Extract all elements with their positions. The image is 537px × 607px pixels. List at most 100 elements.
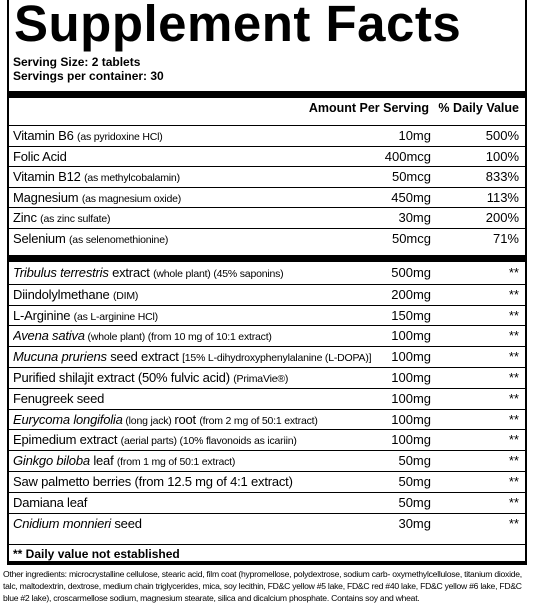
- name-part: Cnidium monnieri: [13, 515, 111, 531]
- name-part: Magnesium: [13, 189, 82, 205]
- name-part: Selenium: [13, 230, 70, 246]
- name-part: root: [174, 411, 200, 427]
- nutrient-row: Diindolylmethane (DIM) 200mg **: [9, 283, 525, 306]
- amount: 30mg: [398, 210, 431, 225]
- nutrient-name: Fenugreek seed: [13, 389, 405, 409]
- name-part: (whole plant) (from 10 mg of 10:1 extrac…: [84, 331, 272, 344]
- amount: 450mg: [391, 189, 431, 205]
- amount: 100mg: [391, 370, 431, 385]
- nutrient-row: Folic Acid 400mcg 100%: [9, 145, 525, 167]
- amount: 200mg: [391, 286, 431, 302]
- nutrient-row: Magnesium (as magnesium oxide) 450mg 113%: [9, 186, 525, 209]
- name-part: Zinc: [13, 210, 41, 225]
- name-part: (from 2 mg of 50:1 extract): [199, 414, 318, 427]
- amount: 30mg: [398, 515, 431, 531]
- name-part: (long jack): [122, 414, 175, 427]
- thick-rule: [9, 255, 525, 262]
- rule: [9, 544, 525, 545]
- nutrient-name: Mucuna pruriens seed extract [15% L-dihy…: [13, 347, 405, 368]
- nutrient-name: Tribulus terrestris extract (whole plant…: [13, 263, 405, 284]
- daily-value: **: [508, 349, 519, 365]
- daily-value: 200%: [485, 210, 519, 225]
- name-part: (as L-arginine HCl): [73, 310, 159, 323]
- daily-value: **: [508, 286, 519, 302]
- daily-value: **: [508, 474, 519, 489]
- daily-value-header: % Daily Value: [438, 101, 519, 115]
- nutrient-name: Avena sativa (whole plant) (from 10 mg o…: [13, 326, 405, 347]
- nutrient-name: Vitamin B6 (as pyridoxine HCl): [13, 126, 405, 147]
- name-part: extract: [108, 265, 154, 280]
- nutrient-name: Zinc (as zinc sulfate): [13, 208, 405, 229]
- nutrient-row: Epimedium extract (aerial parts) (10% fl…: [9, 429, 525, 450]
- name-part: (as pyridoxine HCl): [77, 131, 163, 143]
- name-part: (DIM): [112, 289, 139, 302]
- name-part: (from 1 mg of 50:1 extract): [116, 456, 236, 469]
- name-part: [15% L-dihydroxyphenylalanine (L-DOPA)]: [182, 352, 372, 365]
- nutrient-name: Diindolylmethane (DIM): [13, 285, 405, 306]
- nutrient-row: Saw palmetto berries (from 12.5 mg of 4:…: [9, 471, 525, 492]
- servings-per-container: Servings per container: 30: [13, 69, 164, 83]
- amount: 10mg: [398, 128, 431, 143]
- nutrient-row: Vitamin B12 (as methylcobalamin) 50mcg 833…: [9, 166, 525, 187]
- name-part: (as zinc sulfate): [40, 213, 111, 225]
- footnote: ** Daily value not established: [13, 547, 180, 561]
- amount: 150mg: [391, 307, 431, 323]
- amount: 50mg: [398, 474, 431, 489]
- nutrient-row: Mucuna pruriens seed extract [15% L-dihy…: [9, 346, 525, 367]
- name-part: L-Arginine: [13, 307, 74, 323]
- name-part: seed extract: [106, 349, 183, 365]
- daily-value: **: [508, 265, 519, 280]
- amount: 400mcg: [384, 148, 431, 164]
- name-part: leaf: [89, 453, 117, 469]
- name-part: Ginkgo biloba: [13, 453, 90, 469]
- amount-header: Amount Per Serving: [308, 101, 429, 115]
- nutrient-row: Selenium (as selenomethionine) 50mcg 71%: [9, 227, 525, 250]
- nutrient-name: L-Arginine (as L-arginine HCl): [13, 306, 405, 327]
- name-part: Vitamin B12: [13, 169, 85, 184]
- name-part: (PrimaVie®): [233, 373, 289, 385]
- amount: 100mg: [391, 390, 431, 406]
- nutrient-row: Vitamin B6 (as pyridoxine HCl) 10mg 500%: [9, 125, 525, 146]
- thick-rule: [9, 91, 525, 98]
- name-part: (whole plant) (45% saponins): [153, 268, 284, 280]
- nutrient-row: Eurycoma longifolia (long jack) root (fr…: [9, 408, 525, 431]
- title: Supplement Facts: [14, 0, 462, 52]
- facts-panel: Supplement Facts Serving Size: 2 tablets…: [7, 0, 527, 565]
- thick-rule: [9, 561, 525, 565]
- daily-value: **: [508, 390, 519, 406]
- nutrient-row: Cnidium monnieri seed 30mg **: [9, 512, 525, 534]
- name-part: Epimedium extract: [13, 432, 121, 448]
- nutrient-name: Vitamin B12 (as methylcobalamin): [13, 167, 405, 188]
- amount: 100mg: [391, 328, 431, 344]
- serving-size: Serving Size: 2 tablets: [13, 55, 141, 69]
- amount: 100mg: [391, 432, 431, 448]
- name-part: (as magnesium oxide): [81, 192, 182, 205]
- nutrient-name: Selenium (as selenomethionine): [13, 229, 405, 250]
- nutrient-row: Tribulus terrestris extract (whole plant…: [9, 263, 525, 283]
- daily-value: **: [508, 494, 519, 510]
- daily-value: **: [508, 432, 519, 448]
- name-part: Saw palmetto berries (from 12.5 mg of 4:…: [13, 474, 293, 489]
- daily-value: **: [508, 453, 519, 469]
- amount: 50mg: [398, 453, 431, 469]
- name-part: seed: [110, 515, 142, 531]
- amount: 100mg: [391, 411, 431, 427]
- nutrient-name: Folic Acid: [13, 147, 405, 167]
- nutrient-row: Damiana leaf 50mg **: [9, 491, 525, 513]
- daily-value: **: [508, 515, 519, 531]
- name-part: Damiana leaf: [13, 494, 88, 510]
- daily-value: 500%: [485, 128, 519, 143]
- name-part: (as methylcobalamin): [84, 172, 180, 184]
- nutrient-name: Magnesium (as magnesium oxide): [13, 188, 405, 209]
- daily-value: **: [508, 328, 519, 344]
- nutrient-row: Purified shilajit extract (50% fulvic ac…: [9, 367, 525, 388]
- daily-value: **: [508, 370, 519, 385]
- nutrient-name: Eurycoma longifolia (long jack) root (fr…: [13, 410, 405, 431]
- name-part: Tribulus terrestris: [13, 265, 109, 280]
- name-part: Avena sativa: [13, 328, 85, 344]
- daily-value: 100%: [485, 148, 519, 164]
- other-ingredients: Other ingredients: microcrystalline cell…: [3, 569, 522, 603]
- nutrient-name: Purified shilajit extract (50% fulvic ac…: [13, 368, 405, 389]
- daily-value: 113%: [486, 189, 519, 205]
